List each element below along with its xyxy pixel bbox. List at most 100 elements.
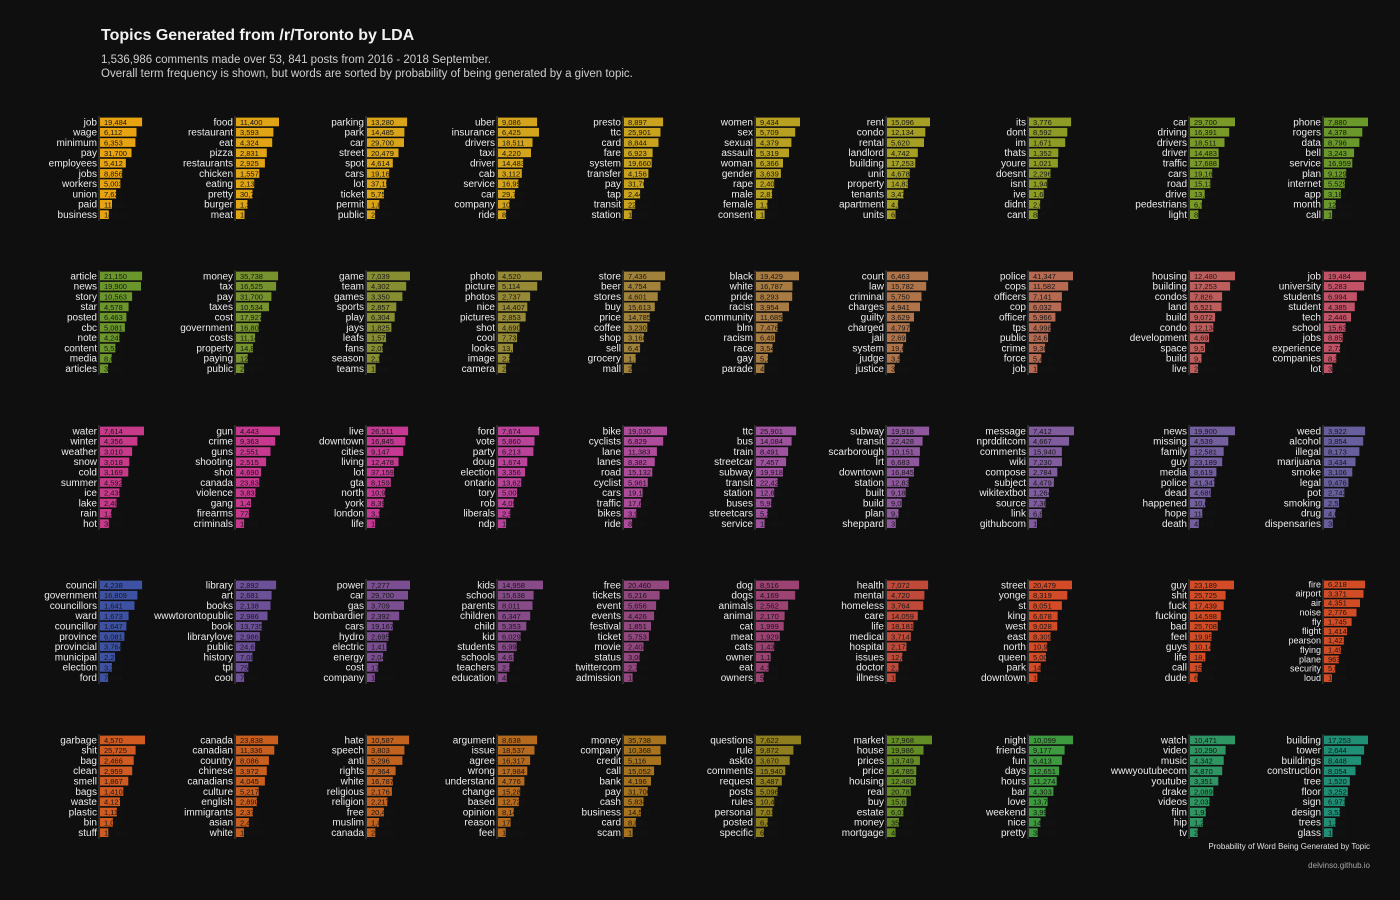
frequency-label: 9,476 bbox=[1328, 478, 1347, 487]
frequency-label: 9,086 bbox=[502, 118, 521, 127]
word-label: eat bbox=[219, 138, 233, 149]
word-label: company bbox=[454, 200, 495, 211]
word-label: streetcar bbox=[714, 457, 754, 468]
bar bbox=[498, 302, 528, 312]
frequency-label: 4,045 bbox=[240, 777, 259, 786]
bar bbox=[498, 478, 522, 487]
word-label: property bbox=[196, 343, 233, 354]
frequency-label: 19,950 bbox=[502, 829, 525, 838]
word-label: subway bbox=[719, 468, 753, 479]
word-label: bus bbox=[737, 437, 753, 448]
frequency-label: 8,011 bbox=[502, 602, 520, 611]
frequency-label: 2,892 bbox=[240, 581, 259, 590]
word-label: weed bbox=[1296, 426, 1321, 437]
word-label: owners bbox=[721, 673, 753, 684]
frequency-label: 5,412 bbox=[104, 159, 123, 168]
bar bbox=[887, 590, 925, 600]
word-label: shot bbox=[476, 323, 495, 334]
word-label: fans bbox=[345, 343, 364, 354]
bar bbox=[367, 807, 384, 817]
bar bbox=[887, 745, 924, 755]
frequency-label: 4,601 bbox=[628, 293, 647, 302]
word-label: trees bbox=[1299, 818, 1321, 829]
bar bbox=[1324, 281, 1365, 291]
frequency-label: 35,738 bbox=[628, 736, 651, 745]
frequency-label: 1,641 bbox=[104, 602, 123, 611]
bar bbox=[887, 673, 896, 682]
frequency-label: 1,557 bbox=[240, 169, 259, 178]
word-label: lot bbox=[353, 179, 364, 190]
frequency-label: 14,598 bbox=[1194, 612, 1217, 621]
word-label: reason bbox=[464, 818, 495, 829]
frequency-label: 2,484 bbox=[240, 818, 259, 827]
frequency-label: 41,347 bbox=[1194, 478, 1217, 487]
frequency-label: 3,006 bbox=[628, 653, 647, 662]
word-label: cities bbox=[341, 447, 364, 458]
frequency-label: 12,831 bbox=[628, 211, 651, 220]
bar bbox=[756, 652, 771, 662]
word-label: uber bbox=[475, 117, 496, 128]
word-label: racist bbox=[729, 302, 753, 313]
bar bbox=[1324, 766, 1356, 776]
frequency-label: 23,838 bbox=[240, 736, 263, 745]
bar bbox=[236, 787, 259, 796]
frequency-label: 31,700 bbox=[628, 787, 651, 796]
frequency-label: 4,585 bbox=[891, 200, 910, 209]
word-label: pay bbox=[605, 179, 621, 190]
frequency-label: 12,581 bbox=[1194, 448, 1217, 457]
word-label: smell bbox=[74, 777, 97, 788]
word-label: white bbox=[340, 777, 365, 788]
word-label: parade bbox=[722, 364, 754, 375]
bar bbox=[100, 787, 124, 796]
frequency-label: 5,000 bbox=[502, 489, 521, 498]
bar bbox=[887, 663, 899, 672]
bar bbox=[367, 756, 403, 765]
word-label: kids bbox=[477, 580, 495, 591]
bar bbox=[100, 601, 135, 610]
word-label: price bbox=[862, 766, 884, 777]
word-label: bombardier bbox=[313, 611, 364, 622]
bar bbox=[1190, 652, 1206, 662]
word-label: downtown bbox=[839, 468, 884, 479]
bar bbox=[367, 292, 403, 301]
frequency-label: 3,776 bbox=[1033, 118, 1052, 127]
bar bbox=[887, 756, 920, 765]
bar bbox=[756, 663, 769, 672]
word-label: rain bbox=[80, 509, 97, 520]
word-label: price bbox=[599, 313, 621, 324]
frequency-label: 2,986 bbox=[240, 632, 259, 641]
bar bbox=[1324, 169, 1347, 178]
bar bbox=[756, 756, 790, 765]
word-label: cops bbox=[1005, 282, 1026, 293]
bar bbox=[1029, 333, 1049, 343]
word-label: book bbox=[211, 622, 234, 633]
frequency-label: 2,534 bbox=[628, 365, 647, 374]
frequency-label: 31,700 bbox=[628, 180, 651, 189]
bar bbox=[367, 509, 380, 518]
bar bbox=[1029, 756, 1062, 765]
bar bbox=[1190, 436, 1229, 446]
bar bbox=[887, 354, 900, 363]
frequency-label: 22,428 bbox=[760, 478, 783, 487]
bar bbox=[236, 776, 265, 786]
word-label: bell bbox=[1305, 148, 1321, 159]
word-label: gun bbox=[216, 426, 233, 437]
bar bbox=[756, 323, 778, 332]
bar bbox=[100, 776, 129, 786]
bar bbox=[367, 457, 399, 467]
bar bbox=[1190, 158, 1219, 168]
frequency-label: 12,831 bbox=[891, 478, 914, 487]
frequency-label: 12,134 bbox=[891, 128, 914, 137]
bar bbox=[100, 312, 127, 322]
word-label: white bbox=[729, 282, 754, 293]
frequency-label: 4,750 bbox=[891, 829, 910, 838]
bar bbox=[236, 632, 260, 641]
frequency-label: 19,167 bbox=[1194, 169, 1217, 178]
word-label: feel bbox=[479, 828, 495, 839]
frequency-label: 16,787 bbox=[760, 282, 783, 291]
bar bbox=[236, 745, 275, 755]
bar bbox=[887, 447, 920, 456]
